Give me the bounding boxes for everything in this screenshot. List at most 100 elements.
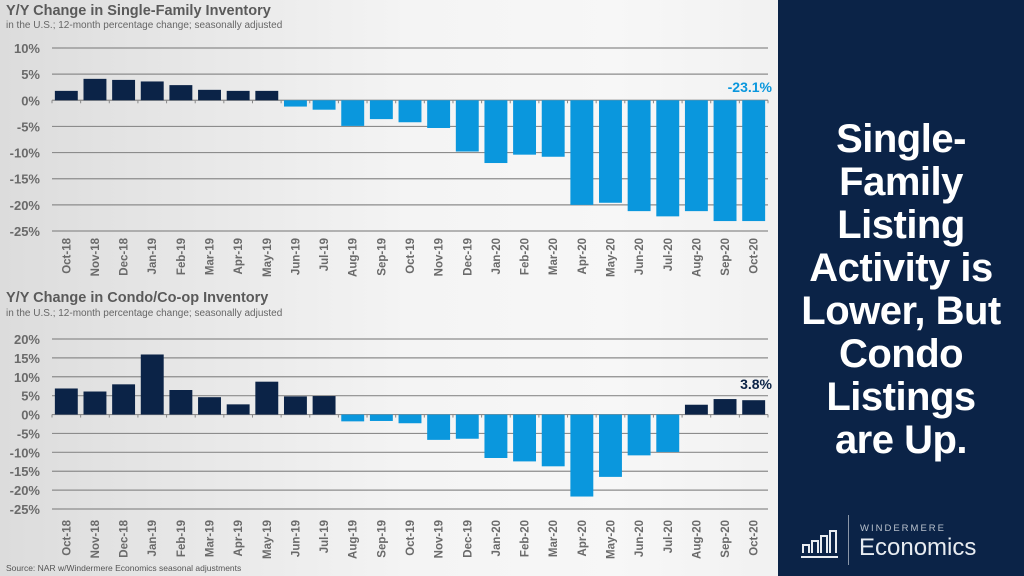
bar — [627, 100, 651, 212]
bar — [369, 100, 393, 120]
y-tick-label: 10% — [14, 370, 40, 385]
bar-chart-icon — [801, 530, 838, 558]
bar — [684, 404, 708, 415]
x-tick-label: Jul-19 — [319, 520, 331, 553]
x-tick-label: Sep-20 — [720, 238, 732, 276]
bar — [742, 400, 766, 415]
bar — [570, 100, 594, 205]
x-tick-label: Oct-18 — [61, 519, 73, 555]
bar — [283, 100, 307, 107]
x-tick-label: Jan-19 — [147, 520, 159, 556]
x-tick-label: Dec-19 — [462, 238, 474, 276]
bar — [226, 404, 250, 415]
y-tick-label: -25% — [10, 224, 41, 239]
headline-panel: Single- Family Listing Activity is Lower, Bu… — [778, 0, 1024, 576]
bar — [112, 79, 136, 101]
x-tick-label: Apr-19 — [233, 520, 245, 556]
bar — [83, 78, 107, 101]
bar — [226, 90, 250, 101]
y-tick-label: -20% — [10, 198, 41, 213]
bar — [312, 100, 336, 110]
chart-subtitle-single-family: in the U.S.; 12-month percentage change;… — [6, 20, 283, 31]
bar — [484, 100, 508, 164]
x-tick-label: May-20 — [605, 238, 617, 277]
bar — [484, 414, 508, 458]
x-tick-label: Dec-19 — [462, 520, 474, 558]
bar — [140, 354, 164, 415]
x-tick-label: Nov-18 — [90, 237, 102, 276]
bar — [198, 397, 221, 415]
bar — [570, 414, 594, 497]
x-tick-label: Oct-19 — [405, 520, 417, 556]
x-tick-label: Jul-20 — [663, 238, 675, 271]
bar — [541, 414, 565, 467]
bar — [54, 90, 78, 101]
logo-economics: Economics — [859, 534, 977, 561]
y-tick-label: 5% — [21, 389, 40, 404]
y-tick-label: -5% — [17, 119, 41, 134]
bar — [54, 388, 78, 415]
bar — [283, 396, 307, 415]
x-tick-label: Feb-20 — [520, 520, 532, 557]
logo-windermere: WINDERMERE — [860, 523, 946, 534]
x-tick-label: May-19 — [262, 520, 274, 559]
bar — [599, 414, 622, 477]
y-tick-label: 10% — [14, 41, 40, 56]
bar — [656, 414, 680, 452]
bar — [513, 414, 537, 462]
bar — [656, 100, 680, 217]
x-tick-label: Jun-20 — [634, 238, 646, 275]
x-tick-label: Feb-19 — [176, 238, 188, 275]
y-tick-label: -20% — [10, 483, 41, 498]
headline-line: are Up. — [834, 418, 968, 462]
x-tick-label: Feb-19 — [176, 520, 188, 557]
bar — [427, 100, 451, 128]
chart-title-single-family: Y/Y Change in Single-Family Inventory — [6, 3, 271, 19]
x-tick-label: Jan-20 — [491, 520, 503, 556]
y-tick-label: -5% — [17, 426, 41, 441]
x-tick-label: Jun-19 — [290, 238, 302, 275]
bar — [742, 100, 766, 222]
x-tick-label: Jul-19 — [319, 238, 331, 271]
headline-line: Lower, But — [801, 289, 1001, 333]
bar — [255, 90, 279, 101]
bar — [713, 399, 737, 415]
logo-divider — [848, 515, 849, 565]
x-tick-label: Sep-20 — [720, 520, 732, 558]
data-label: 3.8% — [740, 376, 772, 392]
bar — [427, 414, 451, 440]
x-tick-label: Feb-20 — [520, 238, 532, 275]
x-tick-label: Jun-20 — [634, 520, 646, 557]
x-tick-label: May-20 — [605, 520, 617, 559]
windermere-economics-logo: WINDERMERE Economics — [800, 513, 1010, 565]
x-tick-label: Nov-19 — [434, 520, 446, 558]
x-tick-label: Mar-20 — [548, 520, 560, 557]
bar — [341, 414, 365, 422]
x-tick-label: Aug-20 — [691, 238, 703, 277]
chart-subtitle-condo: in the U.S.; 12-month percentage change;… — [6, 308, 283, 319]
x-tick-label: Sep-19 — [376, 520, 388, 558]
x-tick-label: Aug-20 — [691, 520, 703, 559]
headline-line: Listing — [837, 203, 965, 247]
bar — [83, 391, 107, 415]
x-tick-label: Nov-18 — [90, 519, 102, 558]
y-tick-label: 0% — [21, 93, 40, 108]
headline-line: Activity is — [809, 246, 993, 290]
headline-line: Listings — [826, 375, 976, 419]
x-tick-label: Dec-18 — [119, 237, 131, 275]
headline-line: Single- — [836, 117, 966, 161]
bar — [169, 85, 193, 101]
x-tick-label: Oct-20 — [749, 520, 761, 556]
bar — [627, 414, 651, 456]
bar — [169, 390, 193, 415]
bar — [140, 81, 164, 101]
y-tick-label: 0% — [21, 408, 40, 423]
charts: 10% 5% 0% -5% -10% -15% -20% -25% Oct-18 Nov-18 De… — [10, 41, 773, 559]
y-tick-label: -10% — [10, 146, 41, 161]
x-tick-label: Sep-19 — [376, 238, 388, 276]
x-tick-label: Mar-19 — [205, 238, 217, 275]
source-note: Source: NAR w/Windermere Economics seaso… — [6, 563, 242, 573]
bar — [341, 100, 365, 126]
bar — [369, 414, 393, 421]
bar — [599, 100, 622, 203]
